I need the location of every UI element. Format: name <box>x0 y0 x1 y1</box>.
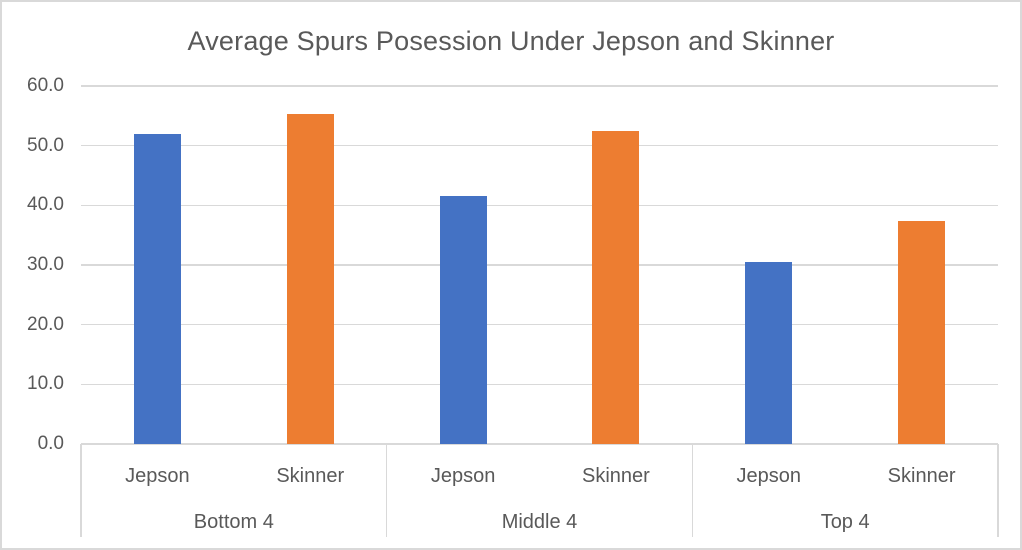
y-axis-tick-label: 60.0 <box>27 75 64 96</box>
y-axis-tick-label: 0.0 <box>37 433 64 454</box>
x-axis-line <box>81 443 998 445</box>
bar-jepson-bottom-4 <box>133 133 181 444</box>
bar-skinner-bottom-4 <box>286 114 334 444</box>
gridline <box>81 264 998 266</box>
category-group-label-middle-4: Middle 4 <box>501 511 578 533</box>
gridline <box>81 85 998 87</box>
category-divider <box>691 444 694 537</box>
y-axis-tick-label: 50.0 <box>27 134 64 156</box>
series-label-skinner: Skinner <box>887 465 956 487</box>
series-label-skinner: Skinner <box>582 465 650 487</box>
gridline <box>81 204 998 207</box>
y-axis-tick-label: 30.0 <box>27 254 64 275</box>
y-axis-tick-label: 10.0 <box>27 373 64 395</box>
gridline <box>81 383 998 386</box>
series-label-skinner: Skinner <box>276 465 345 487</box>
series-label-jepson: Jepson <box>125 465 190 487</box>
series-label-jepson: Jepson <box>736 465 802 487</box>
bar-skinner-top-4 <box>898 220 946 444</box>
series-label-jepson: Jepson <box>430 465 496 487</box>
bar-skinner-middle-4 <box>592 131 640 444</box>
category-divider <box>80 444 82 537</box>
bar-jepson-top-4 <box>745 262 793 444</box>
category-divider <box>385 444 388 537</box>
category-group-label-bottom-4: Bottom 4 <box>193 511 274 533</box>
gridline <box>81 144 998 147</box>
bar-jepson-middle-4 <box>439 195 487 444</box>
chart-title: Average Spurs Posession Under Jepson and… <box>187 26 835 56</box>
y-axis-tick-label: 40.0 <box>27 194 64 216</box>
gridline <box>81 323 998 326</box>
category-group-label-top-4: Top 4 <box>820 511 870 533</box>
category-divider <box>997 444 999 537</box>
y-axis-tick-label: 20.0 <box>27 313 64 335</box>
